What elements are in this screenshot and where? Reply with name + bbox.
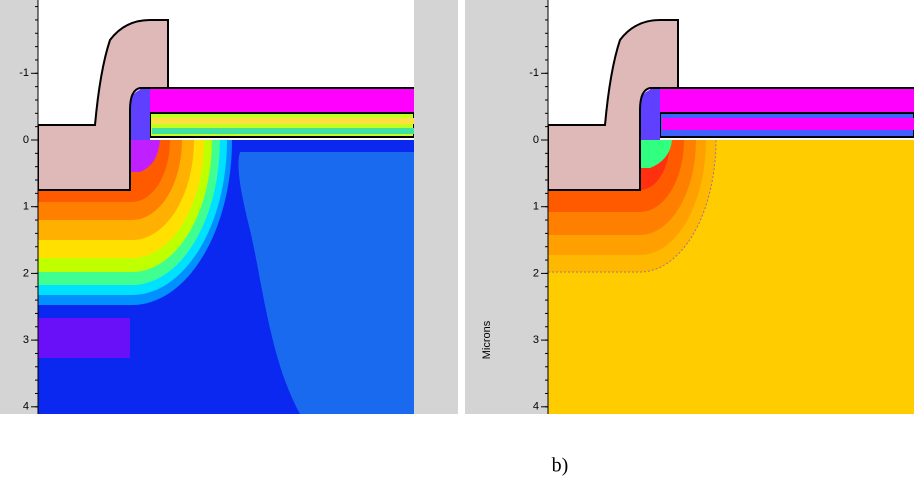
- plot-left: [38, 0, 414, 414]
- separator: [414, 0, 458, 414]
- plot-right: [548, 0, 914, 414]
- y-tick-label: 3: [533, 334, 539, 346]
- y-tick-label: 4: [533, 401, 539, 413]
- caption: b): [552, 455, 569, 477]
- y-tick-label: 1: [533, 201, 539, 213]
- y-tick-label: 3: [23, 334, 29, 346]
- y-tick-label: 2: [533, 267, 539, 279]
- y-tick-label: 1: [23, 201, 29, 213]
- axis-panel: [465, 0, 548, 414]
- axis-label: Microns: [481, 320, 493, 359]
- y-tick-label: -1: [19, 67, 29, 79]
- y-tick-label: -1: [529, 67, 539, 79]
- y-tick-label: 0: [533, 134, 539, 146]
- separator-line: [458, 0, 461, 414]
- y-tick-label: 4: [23, 401, 29, 413]
- y-tick-label: 2: [23, 267, 29, 279]
- y-tick-label: 0: [23, 134, 29, 146]
